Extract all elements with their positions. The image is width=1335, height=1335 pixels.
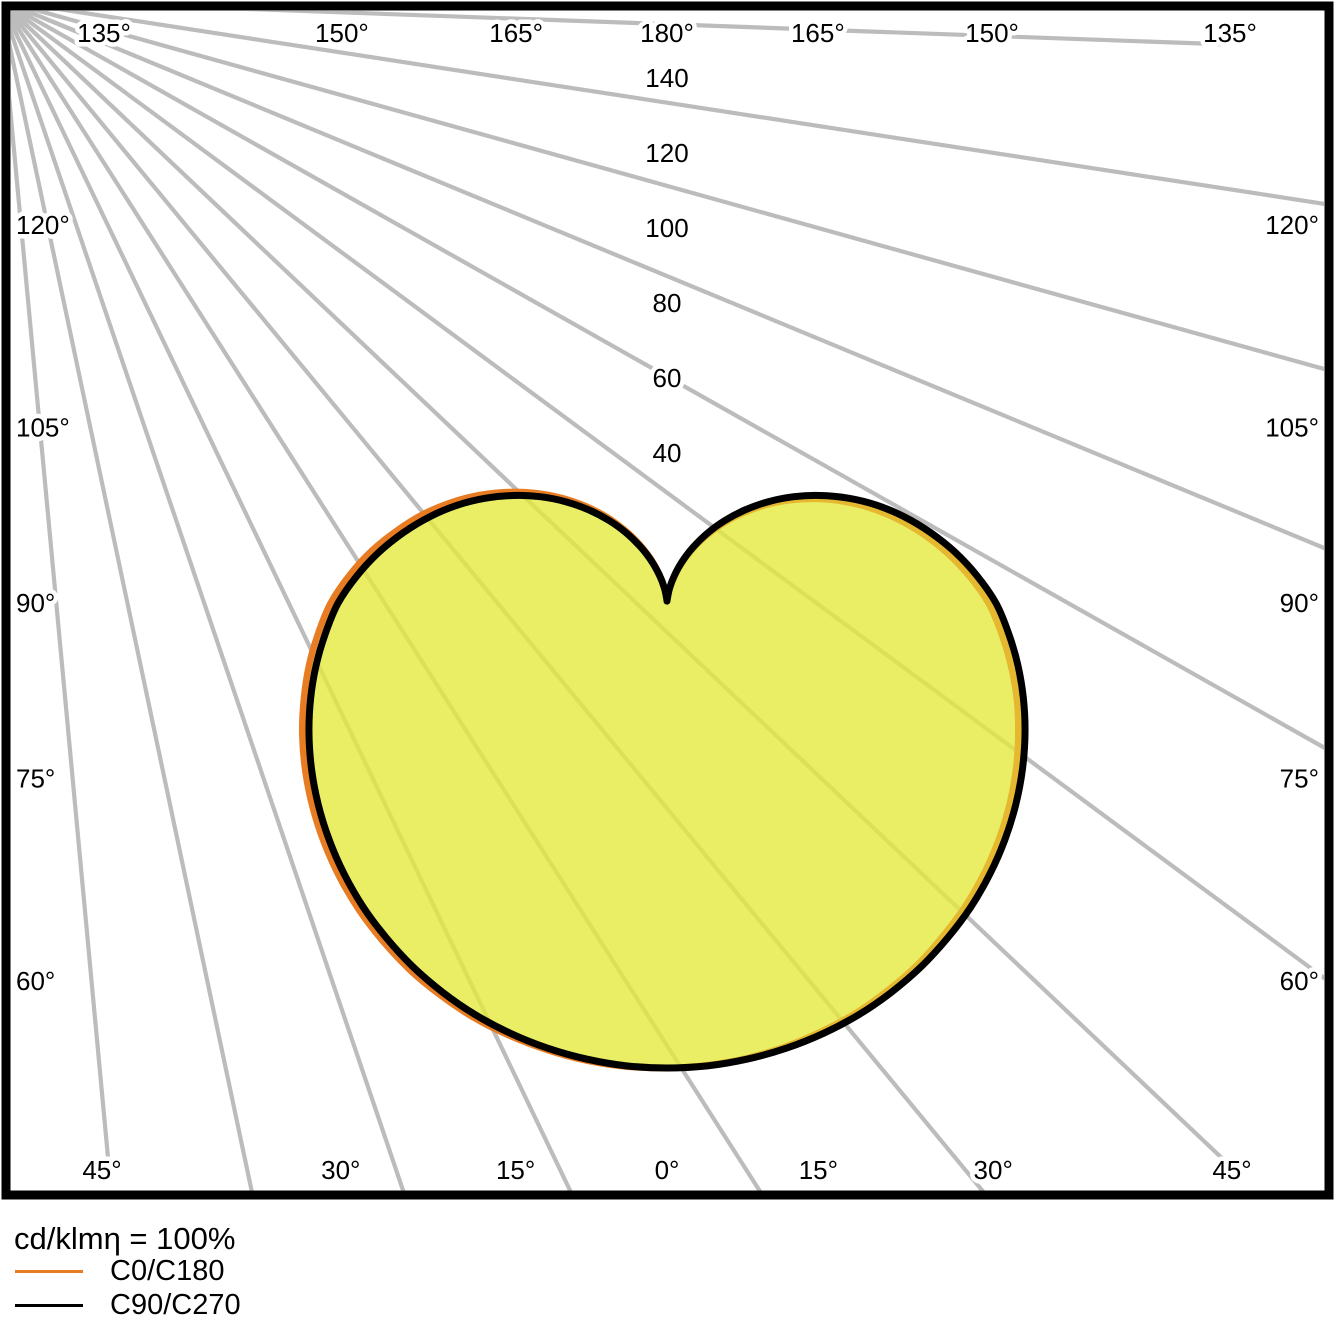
grid-spoke [11,95,111,1162]
tick-label: 180° [640,18,694,48]
tick-label: 100 [645,213,688,243]
tick-label: 15° [799,1155,838,1185]
tick-label: 40 [653,438,682,468]
tick-label: 135° [1203,18,1257,48]
tick-label: 120° [16,210,70,240]
grid-spoke [31,11,1324,372]
tick-label: 165° [791,18,845,48]
tick-label: 60° [1280,966,1319,996]
tick-label: 90° [16,588,55,618]
tick-label: 165° [489,18,543,48]
tick-label: 0° [655,1155,680,1185]
chart-title: cd/klmη = 100% [14,1221,236,1256]
tick-label: 15° [496,1155,535,1185]
legend-item-c0-c180: C0/C180 [15,1254,225,1287]
legend-item-c90-c270: C90/C270 [15,1288,241,1321]
tick-label: 30° [974,1155,1013,1185]
tick-label: 150° [315,18,369,48]
tick-label: 120° [1265,210,1319,240]
tick-label: 105° [1265,412,1319,442]
tick-label: 30° [321,1155,360,1185]
tick-label: 75° [1280,764,1319,794]
legend-label-c90-c270: C90/C270 [110,1288,241,1321]
polar-chart-area: 0° 15° 15° 30° 30° 45° 45° 60° 60° 75° 75° 90° 90° 10… [1,1,1334,1200]
tick-label: 60° [16,966,55,996]
axis-labels: 0° 15° 15° 30° 30° 45° 45° 60° 60° 75° 75° 90° 90° 10… [12,14,1324,1190]
grid-spoke [21,11,110,47]
tick-label: 75° [16,764,55,794]
tick-label: 80 [653,288,682,318]
tick-label: 120 [645,138,688,168]
tick-label: 90° [1280,588,1319,618]
grid-spoke [57,11,1324,206]
tick-label: 150° [965,18,1019,48]
legend-line-c0-c180 [15,1269,83,1273]
tick-label: 45° [82,1155,121,1185]
polar-chart: 0° 15° 15° 30° 30° 45° 45° 60° 60° 75° 75° 90° 90° 10… [1,1,1334,1200]
grid-spoke [15,11,1324,750]
grid-spoke [11,11,1324,981]
tick-label: 60 [653,363,682,393]
grid-spoke [245,11,1226,47]
curve-c90-c270 [305,491,1029,1072]
chart-caption: cd/klmη = 100% C0/C180 C90/C270 [0,1203,1335,1335]
grid-spoke [21,11,1324,551]
grid-spoke [11,41,254,1191]
tick-label: 105° [16,412,70,442]
legend-line-c90-c270 [15,1303,83,1307]
grid-spoke [11,25,406,1191]
tick-label: 45° [1212,1155,1251,1185]
chart-border [1,1,1334,1200]
tick-label: 135° [77,18,131,48]
legend-label-c0-c180: C0/C180 [110,1254,225,1287]
tick-label: 140 [645,63,688,93]
